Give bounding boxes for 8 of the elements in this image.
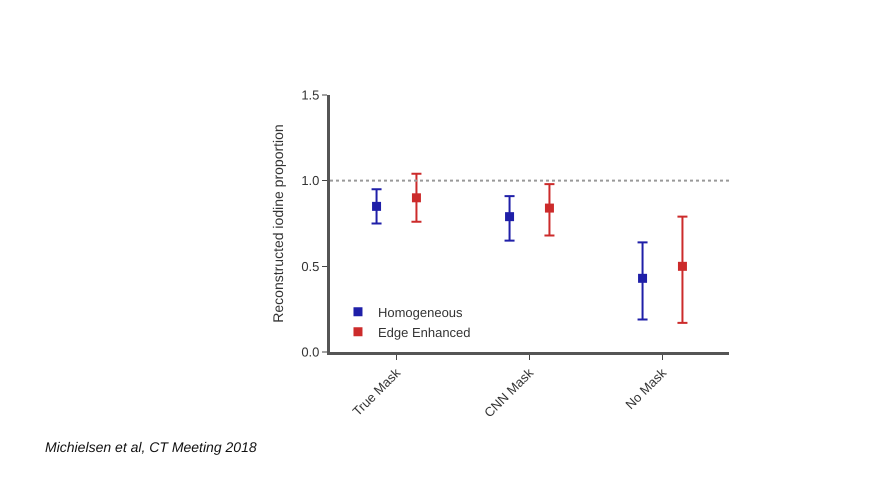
y-tick-label: 0.5 bbox=[301, 258, 320, 274]
legend-label: Edge Enhanced bbox=[378, 324, 471, 340]
legend-label: Homogeneous bbox=[378, 304, 464, 320]
y-tick-label: 1.5 bbox=[301, 88, 320, 103]
y-tick-label: 1.0 bbox=[301, 173, 320, 188]
y-tick-label: 0.0 bbox=[301, 344, 320, 360]
y-axis-title: Reconstructed iodine proportion bbox=[270, 124, 286, 323]
text: Michielsen et al, CT Meeting 2018 bbox=[45, 439, 257, 455]
